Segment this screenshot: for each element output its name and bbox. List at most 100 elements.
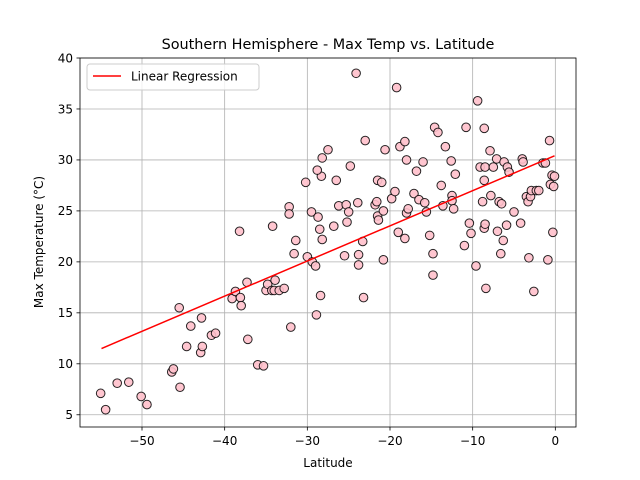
- scatter-point: [515, 218, 526, 228]
- scatter-point: [518, 157, 528, 167]
- scatter-point: [495, 248, 506, 259]
- scatter-point: [351, 68, 361, 79]
- scatter-point: [446, 156, 456, 166]
- scatter-point: [236, 300, 246, 311]
- scatter-point: [496, 198, 507, 209]
- y-tick-label: 40: [58, 51, 73, 65]
- regression-line: [101, 155, 555, 350]
- scatter-point: [95, 388, 106, 399]
- scatter-point: [485, 145, 495, 156]
- scatter-point: [428, 270, 438, 280]
- scatter-point: [314, 224, 325, 235]
- scatter-point: [196, 313, 207, 323]
- scatter-point: [323, 144, 333, 155]
- scatter-point: [142, 399, 152, 410]
- scatter-point: [509, 207, 519, 217]
- scatter-point: [448, 204, 459, 214]
- scatter-point: [409, 188, 419, 199]
- x-tick-label: −50: [129, 434, 154, 448]
- scatter-point: [270, 275, 280, 286]
- y-tick-label: 10: [58, 357, 73, 371]
- scatter-point: [312, 165, 323, 175]
- y-tick-label: 20: [58, 255, 73, 269]
- scatter-point: [480, 162, 490, 172]
- scatter-point: [380, 144, 390, 155]
- y-tick-label: 15: [58, 306, 73, 320]
- scatter-point: [450, 169, 461, 180]
- scatter-point: [393, 227, 404, 238]
- scatter-points: [95, 68, 560, 415]
- scatter-point: [376, 177, 387, 188]
- scatter-point: [548, 227, 558, 238]
- regression-line-group: [101, 155, 555, 350]
- scatter-point: [549, 171, 560, 182]
- scatter-point: [311, 310, 322, 320]
- scatter-point: [258, 361, 269, 371]
- scatter-point: [461, 122, 471, 133]
- scatter-point: [480, 219, 490, 229]
- scatter-point: [411, 166, 422, 176]
- x-tick-label: −30: [295, 434, 320, 448]
- scatter-point: [501, 220, 512, 230]
- scatter-point: [534, 185, 544, 196]
- scatter-point: [486, 190, 496, 201]
- scatter-point: [234, 226, 245, 237]
- legend-box: [86, 63, 260, 91]
- y-tick-label: 5: [65, 408, 73, 422]
- scatter-point: [418, 157, 428, 167]
- scatter-point: [403, 204, 413, 214]
- scatter-point: [479, 123, 490, 134]
- scatter-point: [353, 249, 364, 260]
- scatter-point: [401, 155, 412, 165]
- x-tick-label: 0: [552, 434, 560, 448]
- x-tick-label: −10: [460, 434, 485, 448]
- scatter-point: [174, 302, 184, 313]
- scatter-point: [181, 341, 192, 352]
- scatter-point: [498, 235, 509, 246]
- scatter-point: [175, 382, 185, 393]
- scatter-point: [168, 364, 179, 374]
- x-axis-ticks: −50 −40 −30 −20 −10 0: [129, 427, 559, 448]
- scatter-point: [210, 328, 221, 339]
- legend-entry-label: Linear Regression: [131, 70, 238, 84]
- scatter-point: [472, 96, 483, 106]
- scatter-point: [360, 135, 371, 146]
- scatter-point: [136, 391, 146, 402]
- scatter-point: [529, 286, 539, 297]
- scatter-point: [342, 217, 352, 227]
- scatter-point: [543, 255, 553, 265]
- scatter-point: [481, 283, 491, 294]
- scatter-point: [471, 261, 481, 271]
- scatter-point: [466, 228, 476, 239]
- scatter-point: [343, 207, 354, 217]
- scatter-point: [267, 221, 278, 231]
- scatter-point: [345, 161, 356, 171]
- x-tick-label: −20: [377, 434, 402, 448]
- scatter-point: [284, 209, 294, 219]
- scatter-point: [440, 141, 451, 152]
- scatter-point: [243, 334, 253, 345]
- scatter-point: [424, 230, 435, 241]
- scatter-point: [286, 322, 296, 332]
- scatter-point: [185, 321, 196, 331]
- scatter-point: [300, 177, 311, 188]
- x-axis-label: Latitude: [303, 456, 352, 470]
- scatter-point: [488, 162, 499, 172]
- scatter-point: [197, 341, 208, 352]
- scatter-point: [378, 206, 389, 216]
- scatter-point: [331, 175, 342, 186]
- y-tick-label: 35: [58, 102, 73, 116]
- scatter-point: [428, 248, 438, 259]
- scatter-point: [313, 212, 323, 222]
- scatter-point: [317, 234, 328, 245]
- scatter-point: [548, 181, 559, 192]
- chart-title: Southern Hemisphere - Max Temp vs. Latit…: [162, 37, 495, 53]
- scatter-point: [524, 252, 534, 263]
- scatter-point: [400, 136, 410, 147]
- y-tick-label: 30: [58, 153, 73, 167]
- scatter-point: [391, 82, 402, 93]
- scatter-point: [123, 377, 134, 387]
- x-tick-label: −40: [212, 434, 237, 448]
- scatter-point: [310, 261, 321, 271]
